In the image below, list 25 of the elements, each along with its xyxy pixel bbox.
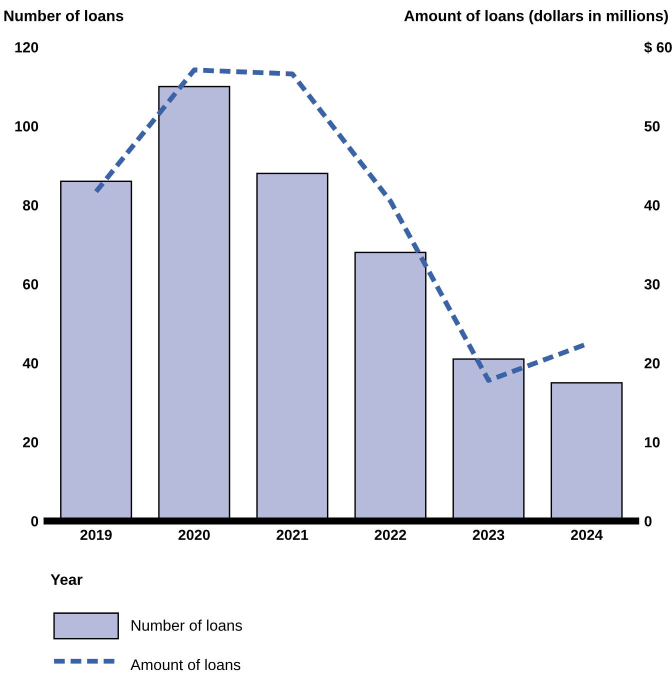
y-tick-label: 80 bbox=[22, 200, 38, 210]
y2-tick-label: 30 bbox=[644, 279, 660, 290]
y-tick-label: 0 bbox=[31, 516, 38, 526]
y-axis-title: Number of loans bbox=[4, 10, 124, 22]
y-tick-label: 20 bbox=[22, 437, 38, 448]
y-tick-label: 100 bbox=[15, 121, 38, 132]
y2-tick-label: 10 bbox=[644, 437, 660, 448]
y2-tick-label: 50 bbox=[644, 121, 660, 132]
x-tick-label: 2020 bbox=[178, 530, 210, 540]
y2-tick-label: 20 bbox=[644, 358, 660, 368]
y-tick-label: 60 bbox=[23, 279, 38, 290]
y2-tick-label: 0 bbox=[644, 516, 652, 526]
legend-label: Amount of loans bbox=[130, 658, 240, 670]
x-tick-label: 2023 bbox=[472, 530, 504, 540]
x-tick-label: 2019 bbox=[80, 530, 112, 540]
y2-tick-label: $ 60 bbox=[644, 42, 672, 54]
y2-axis-title: Amount of loans (dollars in millions) bbox=[404, 10, 668, 24]
x-tick-label: 2022 bbox=[374, 530, 406, 540]
y2-tick-label: 40 bbox=[644, 200, 660, 210]
legend-label: Number of loans bbox=[132, 620, 242, 631]
x-tick-label: 2024 bbox=[570, 530, 603, 540]
x-tick-label: 2021 bbox=[276, 530, 308, 540]
y-tick-label: 40 bbox=[22, 358, 38, 368]
x-axis-title: Year bbox=[50, 574, 82, 585]
y-tick-label: 120 bbox=[15, 42, 38, 52]
